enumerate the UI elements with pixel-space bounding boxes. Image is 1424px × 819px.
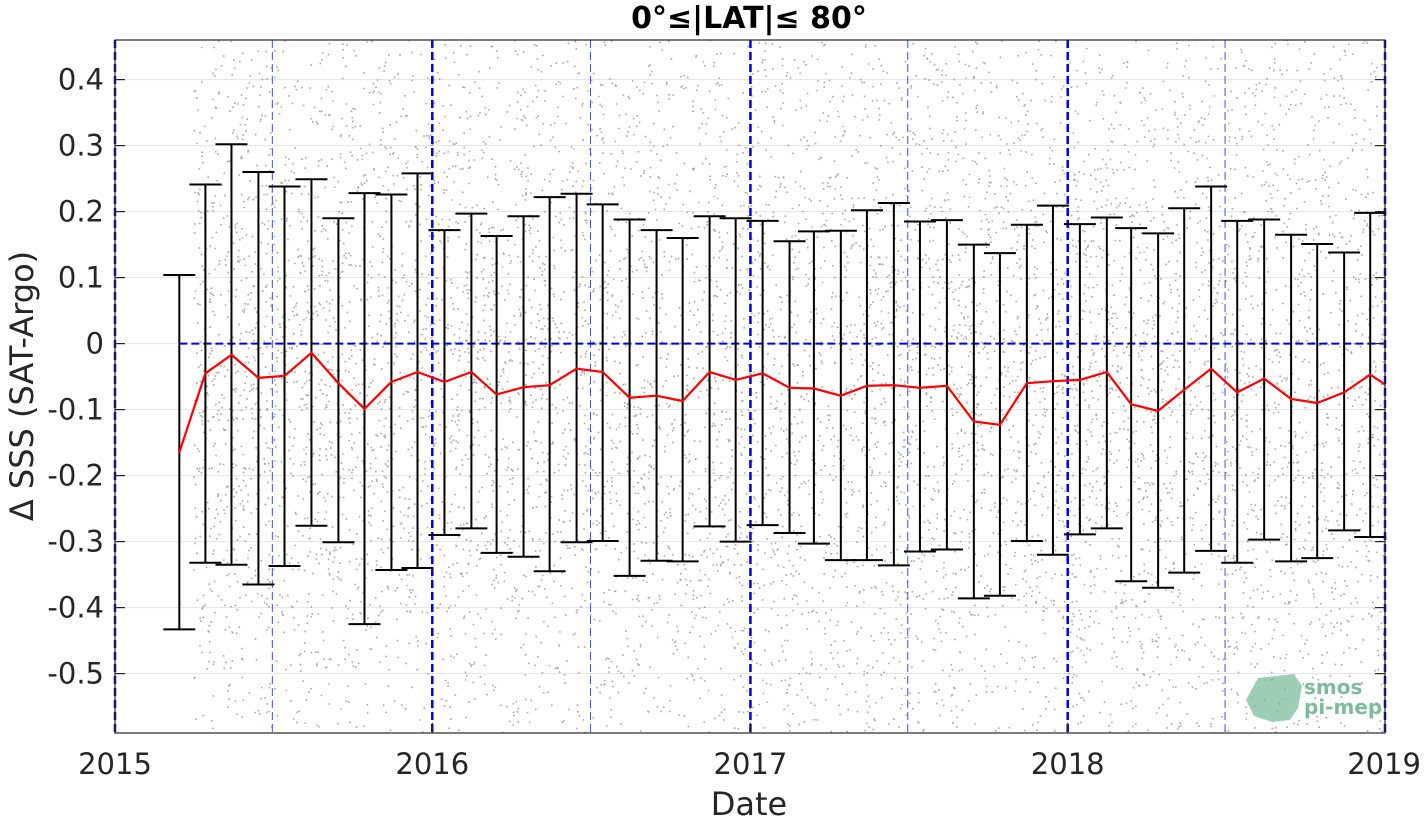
watermark-text-1: smos <box>1304 675 1362 699</box>
mean-line <box>178 351 1386 453</box>
watermark-map-icon <box>1246 674 1302 722</box>
y-tick-label-7: -0.3 <box>47 525 104 559</box>
x-axis-label: Date <box>711 785 787 819</box>
y-tick-label-9: -0.5 <box>47 657 104 691</box>
watermark-text-2: pi-mep <box>1304 695 1382 719</box>
x-tick-label-1: 2016 <box>395 747 469 781</box>
y-tick-label-8: -0.4 <box>47 591 104 625</box>
y-tick-label-4: 0 <box>86 327 104 361</box>
y-tick-label-6: -0.2 <box>47 459 104 493</box>
x-tick-label-0: 2015 <box>78 747 152 781</box>
y-axis-label: Δ SSS (SAT-Argo) <box>3 251 41 521</box>
y-tick-label-2: 0.2 <box>58 195 104 229</box>
y-tick-label-5: -0.1 <box>47 393 104 427</box>
y-tick-label-0: 0.4 <box>58 63 104 97</box>
y-tick-label-3: 0.1 <box>58 261 104 295</box>
x-tick-label-2: 2017 <box>714 747 788 781</box>
y-tick-label-1: 0.3 <box>58 129 104 163</box>
chart-title: 0°≤|LAT|≤ 80° <box>631 1 867 36</box>
plot-area: 0.4 0.3 0.2 0.1 0 -0.1 -0.2 -0.3 -0.4 -0.5 2015 201… <box>47 39 1421 781</box>
watermark-logo: smos pi-mep <box>1246 674 1382 722</box>
x-tick-label-4: 2019 <box>1347 747 1421 781</box>
x-tick-label-3: 2018 <box>1031 747 1105 781</box>
